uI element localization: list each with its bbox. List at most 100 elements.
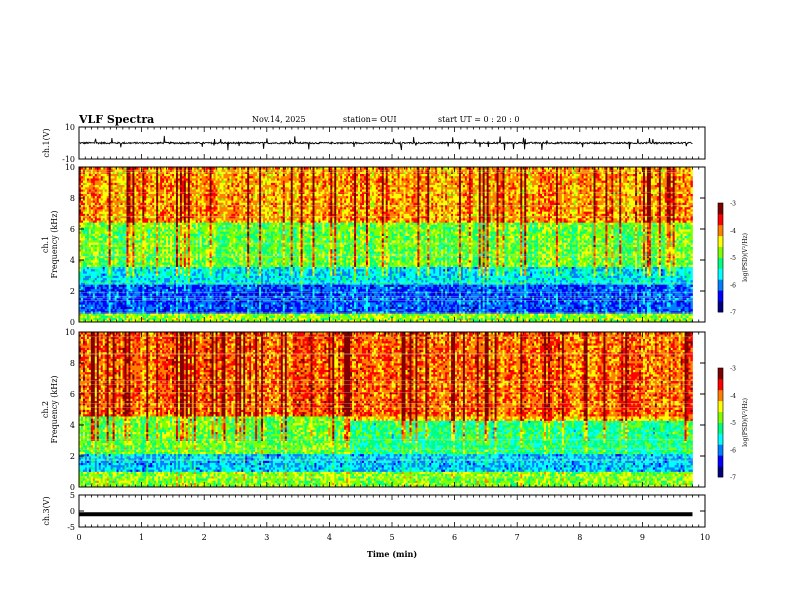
spectrogram-cell: [94, 182, 98, 186]
spectrogram-cell: [98, 224, 102, 228]
spectrogram-cell: [106, 286, 110, 290]
spectrogram-cell: [114, 189, 117, 192]
spectrogram-cell: [118, 277, 121, 281]
spectrogram-cell: [92, 260, 96, 263]
spectrogram-cell: [118, 304, 121, 307]
spectrogram-cell: [114, 262, 117, 265]
spectrogram-cell: [102, 178, 106, 181]
spectrogram-cell: [132, 202, 135, 205]
spectrogram-cell: [120, 304, 123, 307]
spectrogram-cell: [104, 304, 108, 307]
spectrogram-cell: [110, 284, 113, 287]
spectrogram-cell: [96, 260, 100, 263]
spectrogram-cell: [92, 253, 96, 256]
spectrogram-cell: [116, 244, 119, 248]
spectrogram-cell: [114, 213, 117, 217]
spectrogram-cell: [84, 273, 88, 276]
spectrogram-cell: [118, 209, 121, 212]
spectrogram-cell: [92, 251, 96, 254]
spectrogram-cell: [98, 242, 102, 245]
spectrogram-cell: [130, 198, 133, 201]
spectrogram-cell: [116, 264, 119, 267]
spectrogram-cell: [132, 253, 135, 256]
spectrogram-cell: [116, 286, 119, 290]
spectrogram-cell: [98, 198, 102, 201]
spectrogram-cell: [79, 231, 82, 234]
spectrogram-cell: [128, 206, 131, 210]
spectrogram-cell: [128, 182, 131, 186]
spectrogram-cell: [124, 169, 127, 172]
spectrogram-cell: [120, 302, 123, 305]
spectrogram-cell: [112, 231, 115, 234]
spectrogram-cell: [80, 217, 84, 221]
spectrogram-cell: [130, 182, 133, 186]
spectrogram-cell: [94, 211, 98, 214]
spectrogram-cell: [110, 167, 113, 170]
spectrogram-cell: [114, 229, 117, 232]
spectrogram-cell: [80, 198, 84, 201]
spectrogram-cell: [100, 246, 104, 250]
spectrogram-cell: [122, 180, 125, 183]
spectrogram-cell: [86, 306, 90, 310]
spectrogram-cell: [96, 211, 100, 214]
spectrogram-cell: [116, 313, 119, 316]
spectrogram-cell: [86, 186, 90, 190]
spectrogram-cell: [128, 262, 131, 265]
spectrogram-cell: [92, 284, 96, 287]
spectrogram-cell: [128, 286, 131, 290]
spectrogram-cell: [106, 222, 110, 225]
spectrogram-cell: [80, 222, 84, 225]
spectrogram-cell: [82, 293, 86, 296]
spectrogram-cell: [88, 299, 92, 303]
spectrogram-cell: [100, 308, 104, 312]
spectrogram-cell: [90, 178, 94, 181]
spectrogram-cell: [88, 304, 92, 307]
spectrogram-cell: [110, 288, 113, 292]
spectrogram-cell: [114, 293, 117, 296]
spectrogram-cell: [104, 266, 108, 270]
spectrogram-cell: [122, 191, 125, 194]
spectrogram-cell: [90, 248, 94, 252]
spectrogram-cell: [124, 246, 127, 250]
spectrogram-cell: [102, 209, 106, 212]
spectrogram-cell: [79, 293, 82, 296]
spectrogram-cell: [82, 273, 86, 276]
spectrogram-cell: [84, 220, 88, 223]
spectrogram-cell: [128, 193, 131, 197]
spectrogram-cell: [96, 242, 100, 245]
spectrogram-cell: [110, 178, 113, 181]
spectrogram-cell: [106, 224, 110, 228]
spectrogram-cell: [98, 215, 102, 219]
spectrogram-cell: [82, 246, 86, 250]
spectrogram-cell: [126, 224, 129, 228]
spectrogram-cell: [128, 266, 131, 270]
spectrogram-cell: [100, 195, 104, 199]
spectrogram-cell: [130, 293, 133, 296]
spectrogram-cell: [79, 240, 82, 243]
spectrogram-cell: [82, 233, 86, 236]
spectrogram-cell: [92, 302, 96, 305]
spectrogram-cell: [88, 224, 92, 228]
spectrogram-cell: [90, 195, 94, 199]
spectrogram-cell: [124, 189, 127, 192]
spectrogram-cell: [96, 257, 100, 261]
spectrogram-cell: [124, 268, 127, 272]
spectrogram-cell: [96, 244, 100, 248]
spectrogram-cell: [124, 229, 127, 232]
spectrogram-cell: [104, 302, 108, 305]
spectrogram-cell: [104, 195, 108, 199]
spectrogram-cell: [86, 178, 90, 181]
spectrogram-cell: [94, 313, 98, 316]
spectrogram-cell: [132, 304, 135, 307]
spectrogram-cell: [132, 313, 135, 316]
spectrogram-cell: [130, 240, 133, 243]
spectrogram-cell: [128, 246, 131, 250]
spectrogram-cell: [80, 288, 84, 292]
spectrogram-cell: [106, 206, 110, 210]
spectrogram-cell: [86, 191, 90, 194]
spectrogram-cell: [118, 315, 121, 318]
spectrogram-cell: [98, 209, 102, 212]
spectrogram-cell: [104, 233, 108, 236]
spectrogram-cell: [94, 215, 98, 219]
spectrogram-cell: [116, 198, 119, 201]
